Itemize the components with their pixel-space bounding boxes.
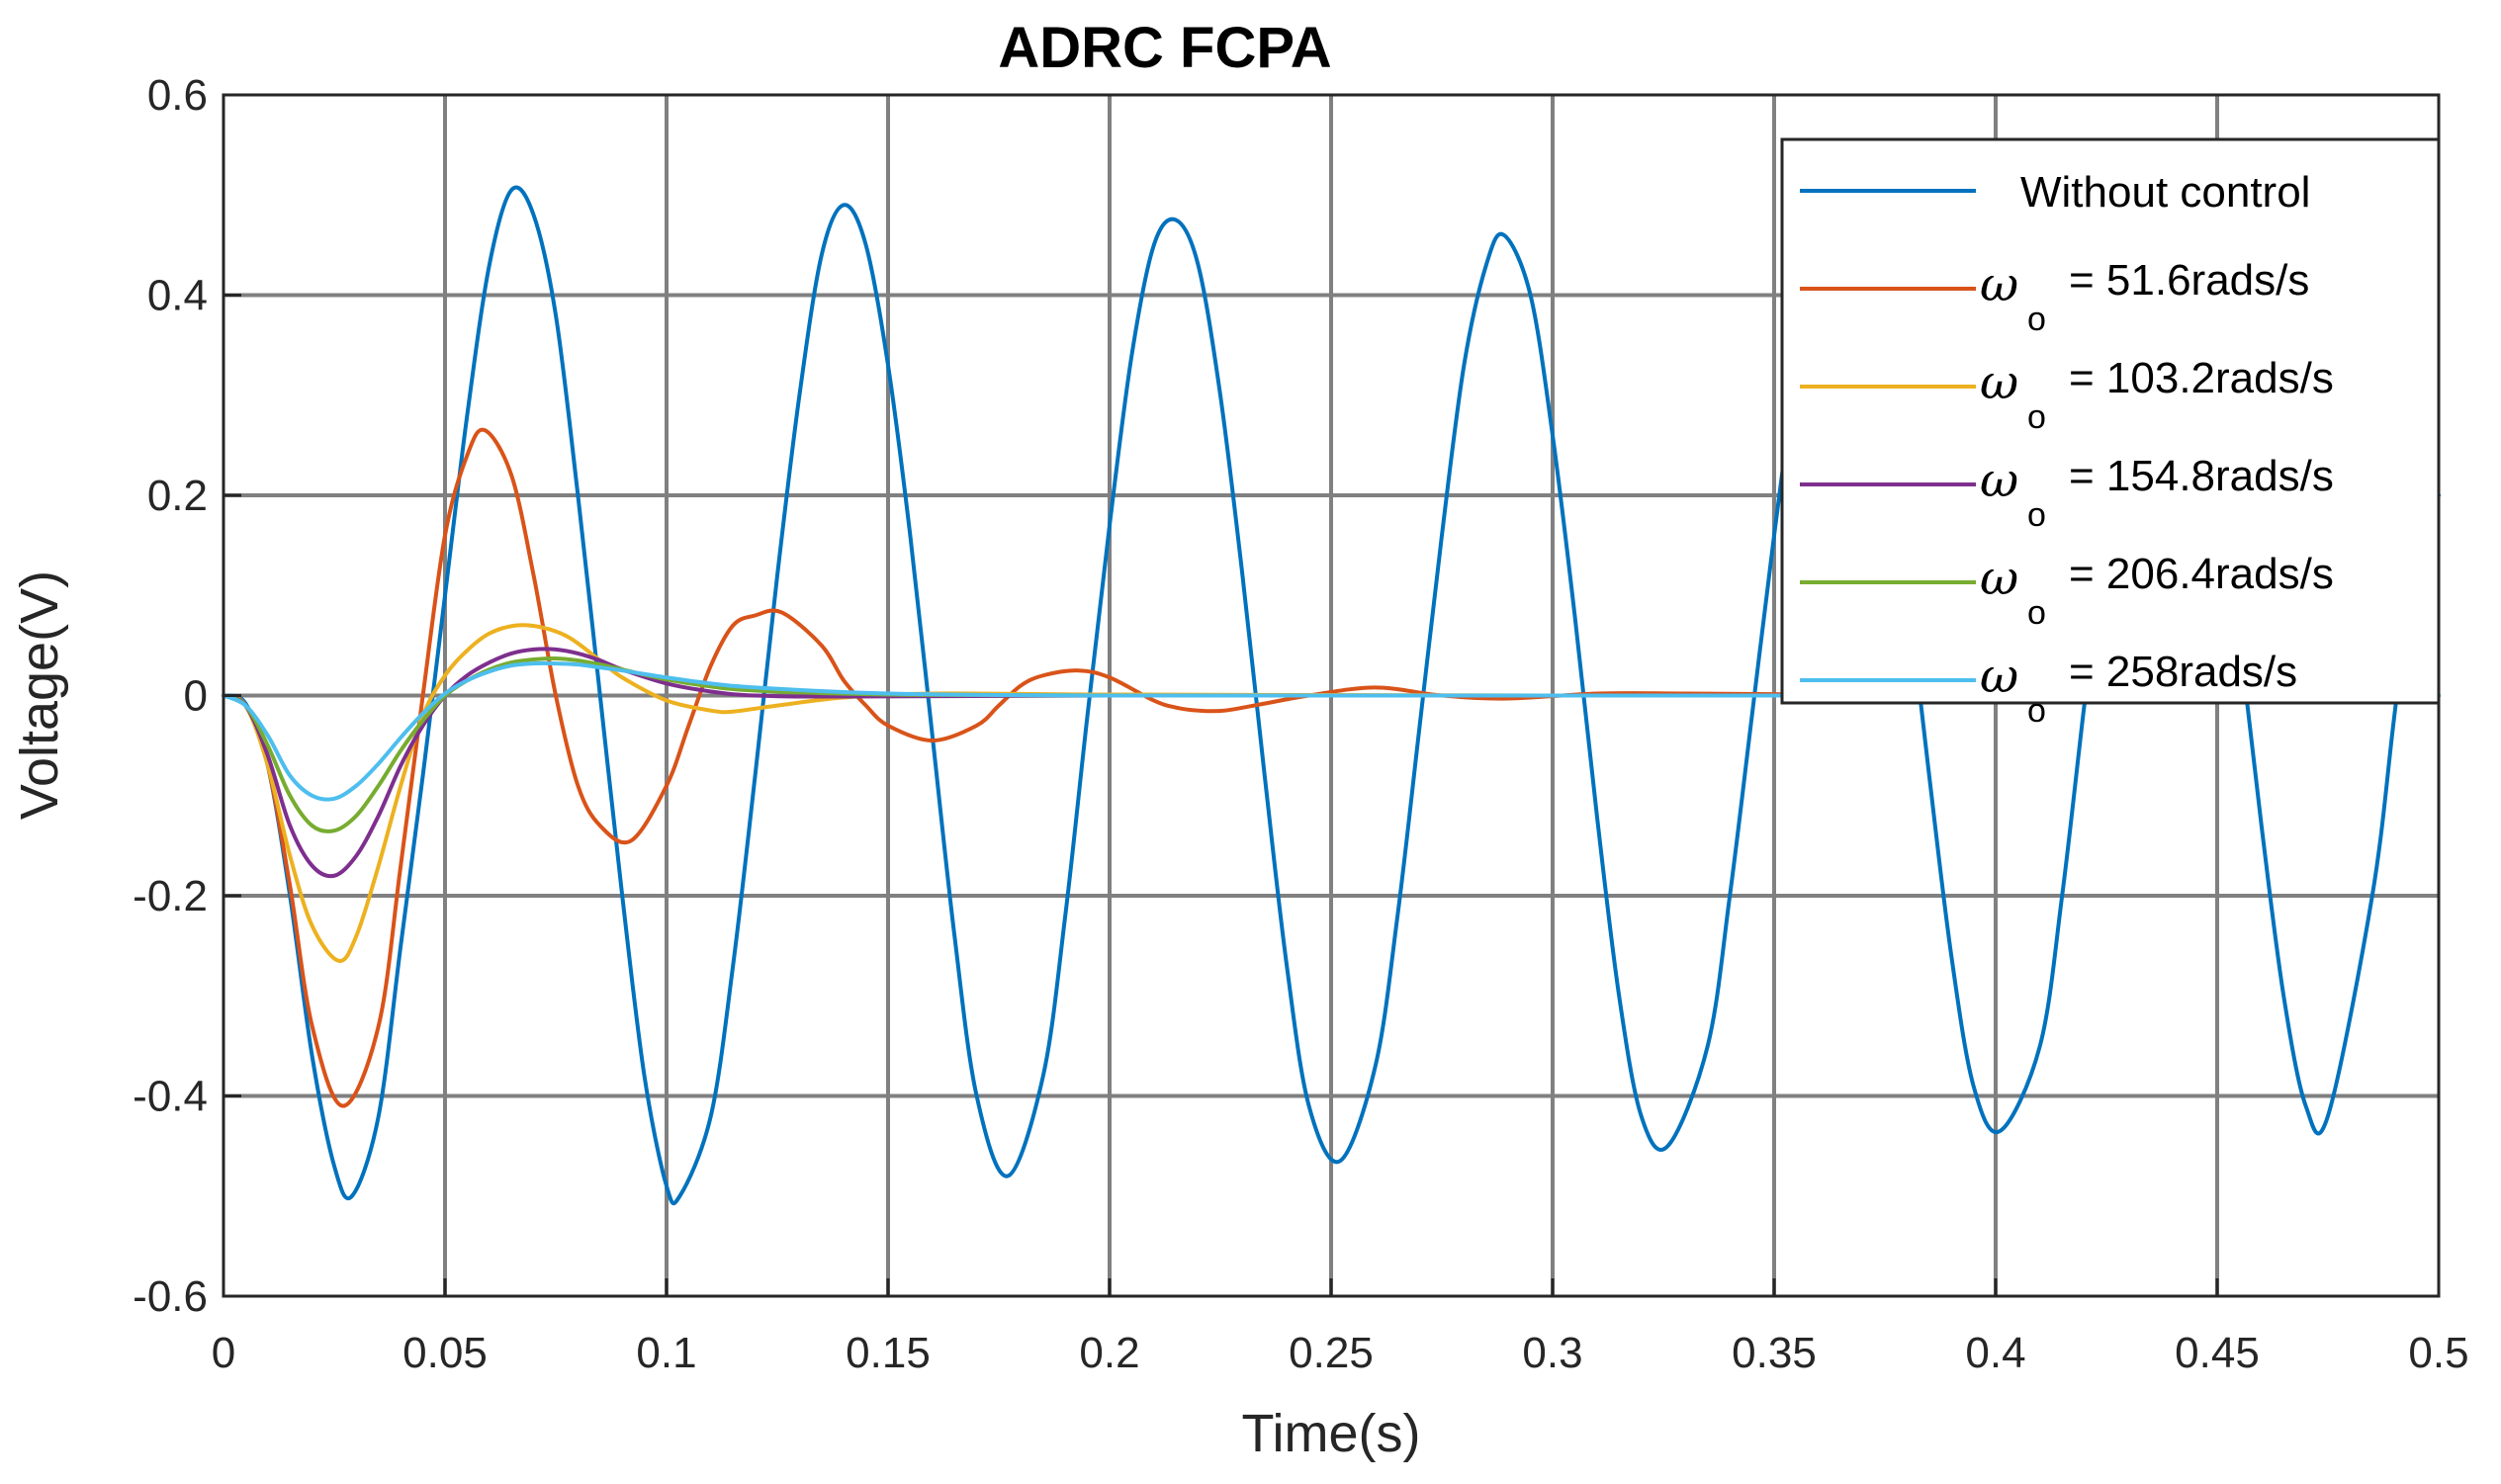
x-tick-label: 0.4 xyxy=(1965,1329,2025,1377)
legend-entry: ωo = 206.4rads/s xyxy=(1800,550,2334,632)
legend-entry: ωo = 103.2rads/s xyxy=(1800,354,2334,436)
legend-label: = 103.2rads/s xyxy=(2069,354,2334,402)
omega-subscript: o xyxy=(2027,692,2046,730)
x-tick-label: 0.15 xyxy=(846,1329,931,1377)
x-tick-label: 0.5 xyxy=(2408,1329,2468,1377)
legend-box xyxy=(1780,137,2441,705)
series-line-0 xyxy=(222,185,2441,1206)
x-tick-label: 0.35 xyxy=(1732,1329,1817,1377)
legend-label: = 51.6rads/s xyxy=(2069,256,2309,305)
y-tick-label: -0.2 xyxy=(133,872,208,920)
chart-title: ADRC FCPA xyxy=(998,16,1331,80)
legend-entry: Without control xyxy=(1800,168,2310,217)
x-axis-title: Time(s) xyxy=(1242,1404,1421,1463)
series-line-5 xyxy=(222,660,2441,802)
omega-subscript: o xyxy=(2027,594,2046,632)
y-tick-label: 0 xyxy=(184,672,208,721)
series-lines xyxy=(222,185,2441,1206)
legend-entry: ωo = 258rads/s xyxy=(1800,648,2297,730)
legend-label: = 258rads/s xyxy=(2069,648,2297,696)
y-tick-label: 0.4 xyxy=(147,272,208,320)
y-tick-label: -0.6 xyxy=(133,1272,208,1321)
x-tick-label: 0.25 xyxy=(1289,1329,1374,1377)
x-tick-label: 0.05 xyxy=(402,1329,488,1377)
omega-symbol: ω xyxy=(1980,453,2018,508)
omega-subscript: o xyxy=(2027,398,2046,436)
y-tick-label: 0.2 xyxy=(147,472,208,520)
y-tick-label: -0.4 xyxy=(133,1073,208,1121)
legend-label: = 154.8rads/s xyxy=(2069,452,2334,500)
omega-subscript: o xyxy=(2027,496,2046,534)
y-tick-label: 0.6 xyxy=(147,71,208,120)
axis-ticks: 0 0.05 0.1 0.15 0.2 0.25 0.3 0.35 0.4 0.45 0.5 -0.6… xyxy=(133,71,2468,1377)
omega-symbol: ω xyxy=(1980,551,2018,606)
x-tick-label: 0 xyxy=(212,1329,235,1377)
omega-symbol: ω xyxy=(1980,355,2018,410)
omega-subscript: o xyxy=(2027,301,2046,338)
legend-label: = 206.4rads/s xyxy=(2069,550,2334,598)
y-axis-title: Voltage(V) xyxy=(10,570,69,820)
x-tick-label: 0.2 xyxy=(1079,1329,1139,1377)
x-tick-label: 0.45 xyxy=(2175,1329,2260,1377)
legend-label: Without control xyxy=(2020,168,2310,217)
x-tick-label: 0.1 xyxy=(636,1329,696,1377)
legend-entry: ωo = 154.8rads/s xyxy=(1800,452,2334,534)
legend-entry: ωo = 51.6rads/s xyxy=(1800,256,2309,338)
omega-symbol: ω xyxy=(1980,649,2018,704)
x-tick-label: 0.3 xyxy=(1522,1329,1582,1377)
omega-symbol: ω xyxy=(1980,257,2018,312)
